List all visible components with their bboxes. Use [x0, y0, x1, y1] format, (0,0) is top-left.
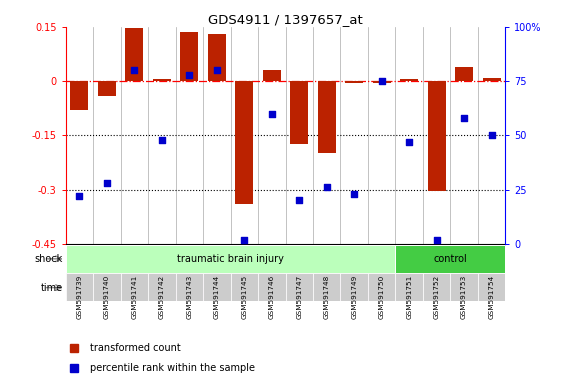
Bar	[66, 274, 148, 301]
Point	[295, 197, 304, 204]
Text: control: control	[433, 254, 467, 264]
Text: GSM591743: GSM591743	[186, 275, 192, 319]
Point	[130, 67, 139, 73]
Text: GSM591754: GSM591754	[489, 275, 494, 319]
Bar	[290, 81, 308, 144]
Point	[75, 193, 84, 199]
Bar	[93, 273, 120, 301]
Point	[102, 180, 111, 186]
Point	[267, 111, 276, 117]
Point	[349, 191, 359, 197]
Point	[157, 137, 166, 143]
Text: GSM591742: GSM591742	[159, 275, 165, 319]
Text: GSM591741: GSM591741	[131, 275, 138, 319]
Bar	[286, 273, 313, 301]
Point	[460, 115, 469, 121]
Text: GSM591753: GSM591753	[461, 275, 467, 319]
Bar	[478, 273, 505, 301]
Bar	[235, 81, 253, 204]
Text: time: time	[41, 283, 63, 293]
Bar	[98, 81, 116, 96]
Bar	[451, 273, 478, 301]
Text: GSM591745: GSM591745	[242, 275, 247, 319]
Bar	[231, 273, 258, 301]
Bar	[368, 273, 395, 301]
Bar	[148, 273, 176, 301]
Bar	[231, 274, 313, 301]
Bar	[395, 274, 423, 301]
Bar	[482, 78, 501, 81]
Point	[405, 139, 414, 145]
Point	[322, 184, 331, 190]
Text: GSM591751: GSM591751	[406, 275, 412, 319]
Text: 48 h: 48 h	[481, 283, 501, 292]
Bar	[478, 274, 505, 301]
Text: traumatic brain injury: traumatic brain injury	[177, 254, 284, 264]
Point	[487, 132, 496, 138]
Point	[212, 67, 222, 73]
Bar	[313, 273, 340, 301]
Text: percentile rank within the sample: percentile rank within the sample	[90, 363, 255, 373]
Text: GSM591746: GSM591746	[269, 275, 275, 319]
Bar	[120, 273, 148, 301]
Bar	[340, 273, 368, 301]
Bar	[455, 67, 473, 81]
Bar	[258, 273, 286, 301]
Text: shock: shock	[35, 254, 63, 264]
Bar	[263, 70, 281, 81]
Bar	[400, 79, 418, 81]
Text: GSM591747: GSM591747	[296, 275, 302, 319]
Text: GSM591740: GSM591740	[104, 275, 110, 319]
Bar	[318, 81, 336, 154]
Bar	[153, 79, 171, 81]
Bar	[313, 274, 395, 301]
Text: 6 h: 6 h	[429, 283, 444, 292]
Text: GSM591748: GSM591748	[324, 275, 329, 319]
Text: 3 h: 3 h	[402, 283, 416, 292]
Text: 12 h: 12 h	[454, 283, 474, 292]
Text: GDS4911 / 1397657_at: GDS4911 / 1397657_at	[208, 13, 363, 26]
Bar	[70, 81, 89, 110]
Bar	[203, 273, 231, 301]
Bar	[126, 28, 143, 81]
Text: GSM591749: GSM591749	[351, 275, 357, 319]
Bar	[451, 274, 478, 301]
Text: transformed count: transformed count	[90, 343, 180, 353]
Bar	[66, 245, 395, 273]
Text: GSM591752: GSM591752	[433, 275, 440, 319]
Bar	[428, 81, 445, 191]
Text: GSM591744: GSM591744	[214, 275, 220, 319]
Bar	[208, 34, 226, 81]
Text: GSM591739: GSM591739	[77, 275, 82, 319]
Text: GSM591750: GSM591750	[379, 275, 385, 319]
Point	[432, 237, 441, 243]
Bar	[423, 274, 451, 301]
Bar	[66, 273, 93, 301]
Bar	[180, 32, 198, 81]
Text: 48 h: 48 h	[344, 283, 364, 292]
Bar	[423, 273, 451, 301]
Point	[377, 78, 386, 84]
Text: 12 h: 12 h	[262, 283, 282, 292]
Bar	[345, 81, 363, 83]
Bar	[373, 81, 391, 83]
Text: 3 h: 3 h	[100, 283, 114, 292]
Bar	[176, 273, 203, 301]
Bar	[395, 245, 505, 273]
Text: 6 h: 6 h	[182, 283, 196, 292]
Point	[240, 237, 249, 243]
Point	[185, 71, 194, 78]
Bar	[395, 273, 423, 301]
Bar	[148, 274, 231, 301]
